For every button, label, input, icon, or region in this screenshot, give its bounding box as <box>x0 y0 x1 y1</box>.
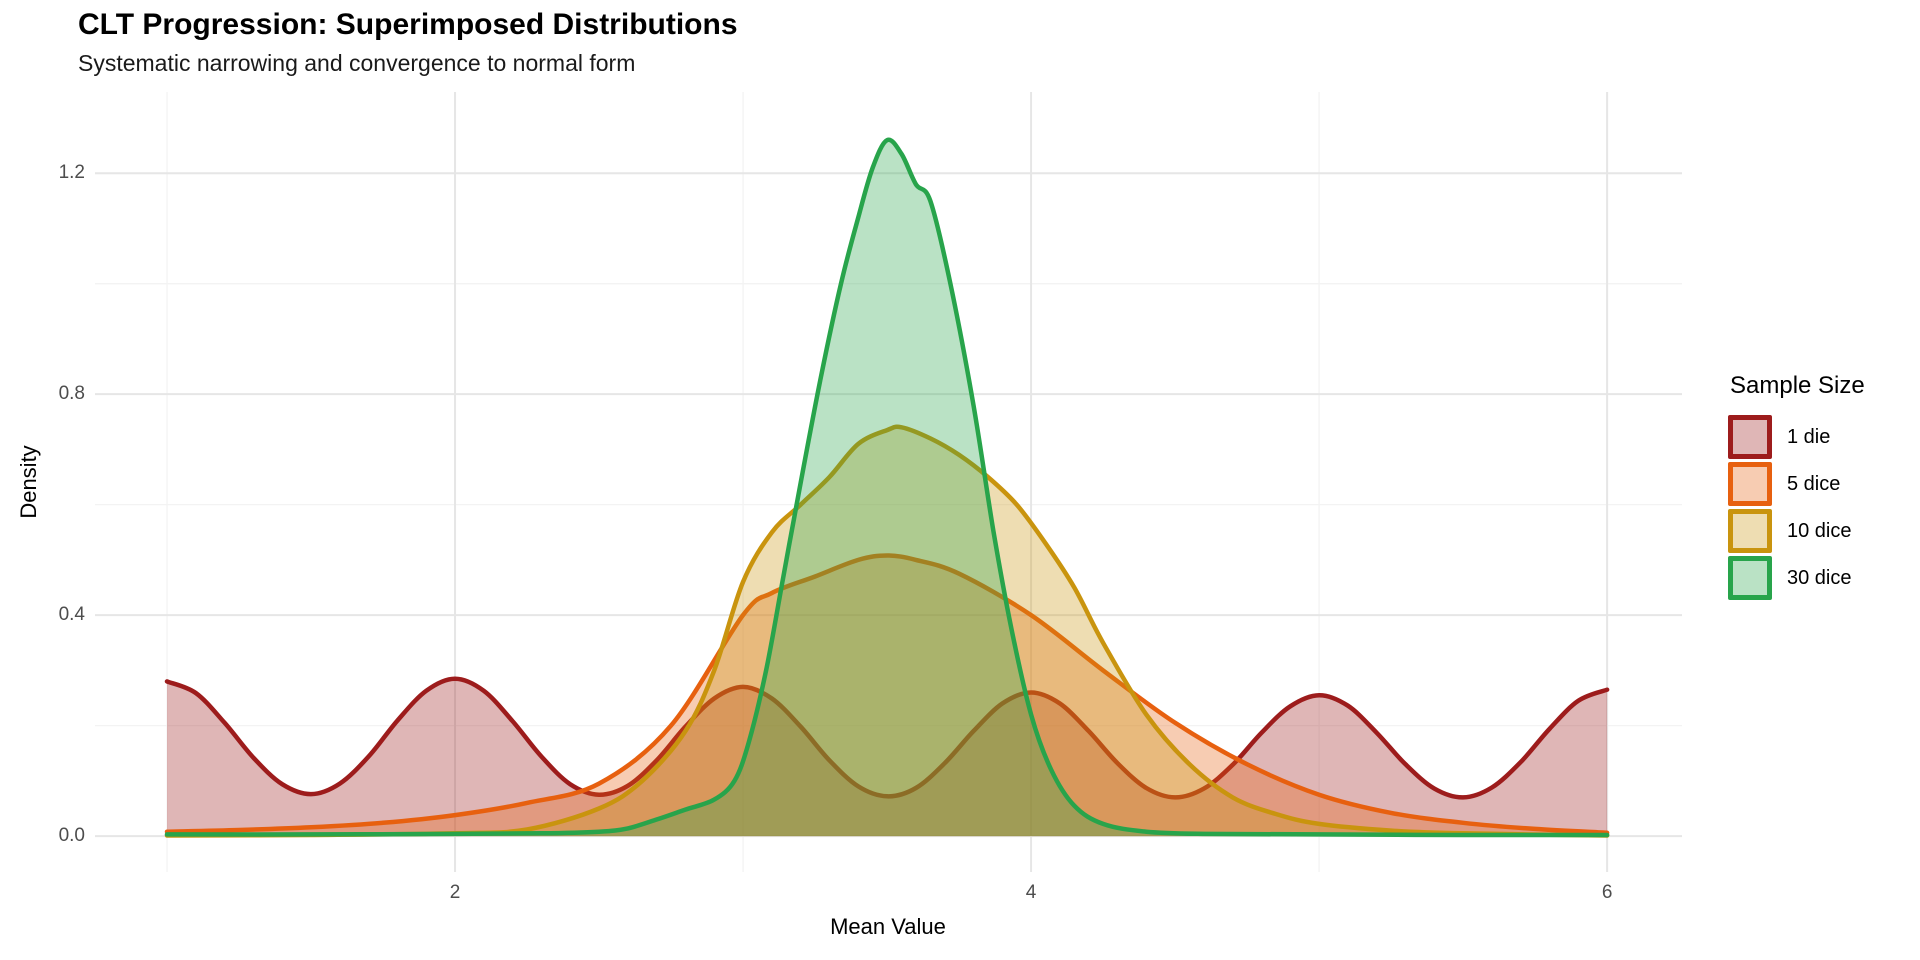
legend-label: 30 dice <box>1787 566 1852 589</box>
legend-item-1-die: 1 die <box>1728 415 1865 459</box>
y-tick-label: 0.8 <box>58 383 85 405</box>
density-fill-1-die <box>167 678 1608 837</box>
density-curve-1-die <box>164 676 1610 800</box>
chart-title: CLT Progression: Superimposed Distributi… <box>78 8 738 41</box>
legend-item-10-dice: 10 dice <box>1728 509 1865 553</box>
y-tick-label: 0.0 <box>58 825 85 847</box>
y-tick-label: 1.2 <box>58 162 85 184</box>
x-tick-label: 6 <box>1601 882 1613 903</box>
legend-item-30-dice: 30 dice <box>1728 556 1865 600</box>
legend-items: 1 die 5 dice 10 dice 30 dice <box>1728 415 1865 600</box>
x-tick-label: 4 <box>1025 882 1037 903</box>
legend-item-5-dice: 5 dice <box>1728 462 1865 506</box>
y-axis-title: Density <box>16 445 41 519</box>
legend-title: Sample Size <box>1730 372 1865 399</box>
legend-swatch <box>1728 415 1772 459</box>
density-plot-svg <box>95 92 1682 872</box>
legend: Sample Size 1 die 5 dice 10 dice 30 dice <box>1728 372 1865 603</box>
chart-subtitle: Systematic narrowing and convergence to … <box>78 50 636 76</box>
density-fill-30-dice <box>167 139 1608 837</box>
density-curve-30-dice <box>164 137 1610 838</box>
x-axis-title: Mean Value <box>830 914 946 939</box>
legend-label: 10 dice <box>1787 519 1852 542</box>
legend-label: 5 dice <box>1787 472 1841 495</box>
legend-swatch <box>1728 556 1772 600</box>
legend-swatch <box>1728 462 1772 506</box>
legend-swatch <box>1728 509 1772 553</box>
density-curve-5-dice <box>164 553 1610 836</box>
density-curve-10-dice <box>164 424 1610 838</box>
density-fill-10-dice <box>167 426 1608 837</box>
plot-panel <box>95 92 1682 872</box>
y-tick-label: 0.4 <box>58 604 85 626</box>
x-tick-label: 2 <box>449 882 461 903</box>
legend-label: 1 die <box>1787 425 1831 448</box>
